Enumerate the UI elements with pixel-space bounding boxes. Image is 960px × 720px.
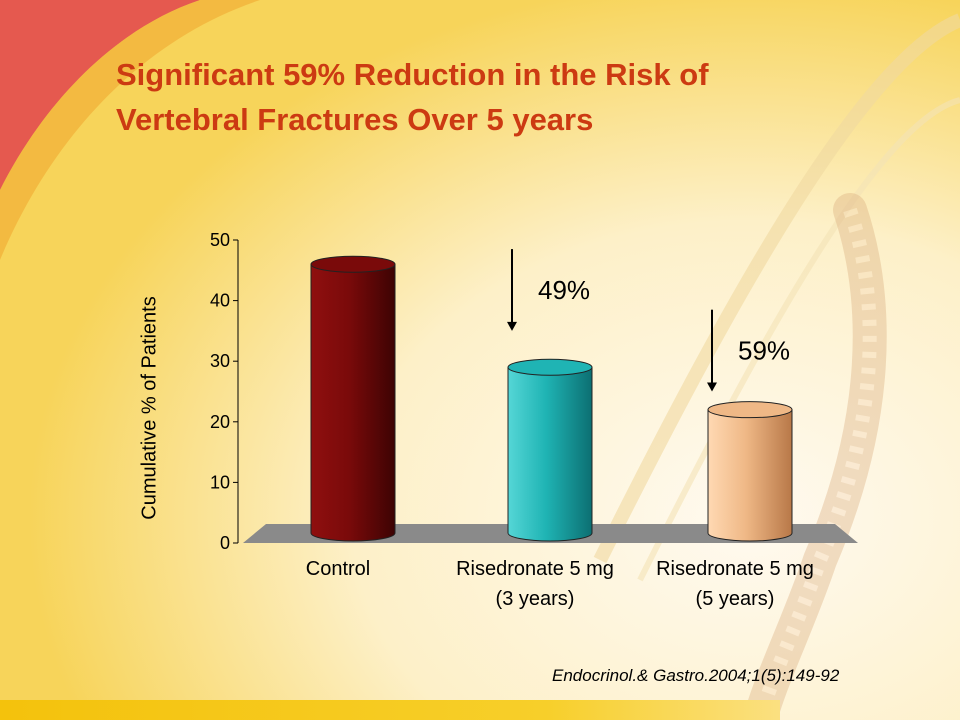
bar-top	[707, 401, 793, 419]
x-tick-label: (3 years)	[496, 588, 575, 610]
bar-0	[310, 255, 396, 542]
arrow-head	[507, 321, 517, 331]
y-tick-label: 10	[210, 472, 230, 492]
y-tick-label: 40	[210, 291, 230, 311]
y-tick-label: 20	[210, 412, 230, 432]
bar-body	[310, 263, 396, 542]
bar-body	[707, 409, 793, 542]
bar-top	[507, 358, 593, 376]
title-line-1: Significant 59% Reduction in the Risk of	[116, 57, 709, 92]
y-tick-label: 30	[210, 351, 230, 371]
reduction-annotation: 59%	[707, 309, 790, 392]
bottom-band	[0, 700, 780, 720]
title-line-2: Vertebral Fractures Over 5 years	[116, 102, 594, 137]
reduction-annotation: 49%	[507, 249, 590, 331]
bar-1	[507, 358, 593, 542]
reduction-label: 49%	[538, 275, 590, 305]
y-tick-label: 0	[220, 533, 230, 553]
citation: Endocrinol.& Gastro.2004;1(5):149-92	[552, 666, 840, 685]
reduction-label: 59%	[738, 336, 790, 366]
slide-title: Significant 59% Reduction in the Risk of…	[116, 52, 896, 142]
y-axis-label: Cumulative % of Patients	[138, 296, 161, 520]
spine-watermark	[743, 193, 887, 720]
x-tick-label: Risedronate 5 mg	[656, 558, 814, 580]
decorative-swoosh	[593, 13, 960, 564]
x-tick-label: Risedronate 5 mg	[456, 558, 614, 580]
x-tick-label: (5 years)	[696, 588, 775, 610]
arrow-head	[707, 382, 717, 392]
bar-top	[310, 255, 396, 273]
x-tick-label: Control	[306, 558, 370, 580]
y-tick-label: 50	[210, 230, 230, 250]
corner-swoosh	[0, 0, 200, 190]
bar-body	[507, 366, 593, 542]
bar-2	[707, 401, 793, 542]
